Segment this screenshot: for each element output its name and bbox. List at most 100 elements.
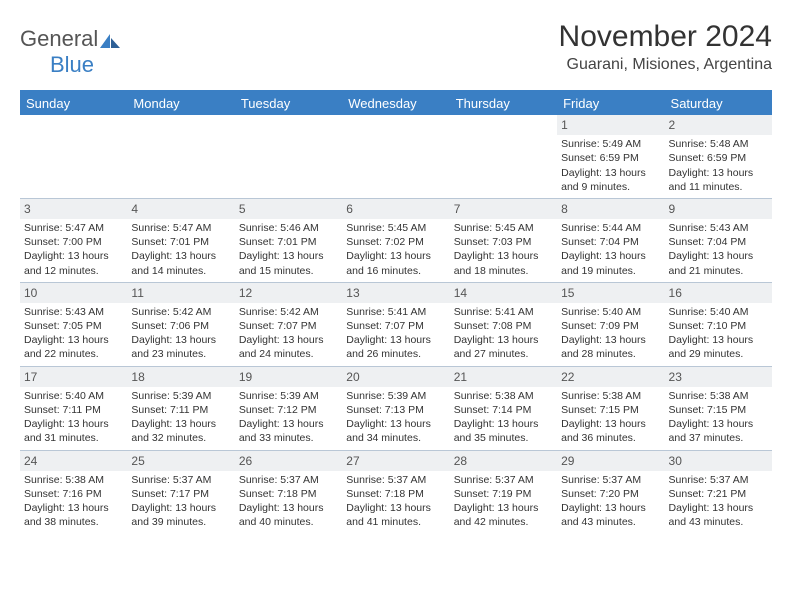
sunrise-text: Sunrise: 5:43 AM: [669, 221, 768, 235]
daylight-text: Daylight: 13 hours and 38 minutes.: [24, 501, 123, 529]
calendar-cell: 29Sunrise: 5:37 AMSunset: 7:20 PMDayligh…: [557, 450, 664, 533]
month-title: November 2024: [559, 20, 772, 54]
logo-text-general: General: [20, 26, 98, 51]
sunrise-text: Sunrise: 5:38 AM: [561, 389, 660, 403]
sunset-text: Sunset: 7:15 PM: [561, 403, 660, 417]
sunset-text: Sunset: 7:17 PM: [131, 487, 230, 501]
day-details: Sunrise: 5:47 AMSunset: 7:01 PMDaylight:…: [127, 221, 234, 278]
day-details: Sunrise: 5:42 AMSunset: 7:06 PMDaylight:…: [127, 305, 234, 362]
calendar-cell: 4Sunrise: 5:47 AMSunset: 7:01 PMDaylight…: [127, 198, 234, 282]
daylight-text: Daylight: 13 hours and 28 minutes.: [561, 333, 660, 361]
daylight-text: Daylight: 13 hours and 40 minutes.: [239, 501, 338, 529]
sunrise-text: Sunrise: 5:49 AM: [561, 137, 660, 151]
day-details: Sunrise: 5:37 AMSunset: 7:21 PMDaylight:…: [665, 473, 772, 530]
daylight-text: Daylight: 13 hours and 43 minutes.: [669, 501, 768, 529]
day-number: 22: [557, 367, 664, 387]
sunrise-text: Sunrise: 5:42 AM: [131, 305, 230, 319]
day-details: Sunrise: 5:37 AMSunset: 7:18 PMDaylight:…: [342, 473, 449, 530]
day-number: 15: [557, 283, 664, 303]
day-details: Sunrise: 5:43 AMSunset: 7:04 PMDaylight:…: [665, 221, 772, 278]
day-details: Sunrise: 5:43 AMSunset: 7:05 PMDaylight:…: [20, 305, 127, 362]
calendar-cell: 11Sunrise: 5:42 AMSunset: 7:06 PMDayligh…: [127, 282, 234, 366]
sunrise-text: Sunrise: 5:39 AM: [239, 389, 338, 403]
daylight-text: Daylight: 13 hours and 41 minutes.: [346, 501, 445, 529]
sunrise-text: Sunrise: 5:48 AM: [669, 137, 768, 151]
calendar-cell: 22Sunrise: 5:38 AMSunset: 7:15 PMDayligh…: [557, 366, 664, 450]
sunrise-text: Sunrise: 5:37 AM: [669, 473, 768, 487]
daylight-text: Daylight: 13 hours and 12 minutes.: [24, 249, 123, 277]
calendar-cell: [235, 115, 342, 198]
sunrise-text: Sunrise: 5:37 AM: [454, 473, 553, 487]
sunset-text: Sunset: 7:18 PM: [239, 487, 338, 501]
sunrise-text: Sunrise: 5:38 AM: [669, 389, 768, 403]
weekday-header: Tuesday: [235, 91, 342, 115]
daylight-text: Daylight: 13 hours and 32 minutes.: [131, 417, 230, 445]
day-number: 27: [342, 451, 449, 471]
day-number: 7: [450, 199, 557, 219]
sunrise-text: Sunrise: 5:40 AM: [669, 305, 768, 319]
sunset-text: Sunset: 7:18 PM: [346, 487, 445, 501]
daylight-text: Daylight: 13 hours and 29 minutes.: [669, 333, 768, 361]
location-subtitle: Guarani, Misiones, Argentina: [559, 56, 772, 74]
day-details: Sunrise: 5:37 AMSunset: 7:18 PMDaylight:…: [235, 473, 342, 530]
day-number: 29: [557, 451, 664, 471]
day-details: Sunrise: 5:47 AMSunset: 7:00 PMDaylight:…: [20, 221, 127, 278]
weekday-header: Monday: [127, 91, 234, 115]
weekday-header: Saturday: [665, 91, 772, 115]
daylight-text: Daylight: 13 hours and 11 minutes.: [669, 166, 768, 194]
calendar-cell: 8Sunrise: 5:44 AMSunset: 7:04 PMDaylight…: [557, 198, 664, 282]
sunset-text: Sunset: 7:06 PM: [131, 319, 230, 333]
day-number: 10: [20, 283, 127, 303]
sunset-text: Sunset: 7:20 PM: [561, 487, 660, 501]
calendar-cell: 19Sunrise: 5:39 AMSunset: 7:12 PMDayligh…: [235, 366, 342, 450]
weekday-header: Thursday: [450, 91, 557, 115]
day-details: Sunrise: 5:48 AMSunset: 6:59 PMDaylight:…: [665, 137, 772, 194]
daylight-text: Daylight: 13 hours and 24 minutes.: [239, 333, 338, 361]
day-details: Sunrise: 5:39 AMSunset: 7:12 PMDaylight:…: [235, 389, 342, 446]
sunset-text: Sunset: 7:12 PM: [239, 403, 338, 417]
sunrise-text: Sunrise: 5:42 AM: [239, 305, 338, 319]
calendar-week-row: 17Sunrise: 5:40 AMSunset: 7:11 PMDayligh…: [20, 366, 772, 450]
day-number: 23: [665, 367, 772, 387]
day-number: 14: [450, 283, 557, 303]
day-number: 5: [235, 199, 342, 219]
daylight-text: Daylight: 13 hours and 34 minutes.: [346, 417, 445, 445]
daylight-text: Daylight: 13 hours and 14 minutes.: [131, 249, 230, 277]
calendar-cell: [450, 115, 557, 198]
daylight-text: Daylight: 13 hours and 35 minutes.: [454, 417, 553, 445]
day-number: 25: [127, 451, 234, 471]
daylight-text: Daylight: 13 hours and 21 minutes.: [669, 249, 768, 277]
day-details: Sunrise: 5:41 AMSunset: 7:08 PMDaylight:…: [450, 305, 557, 362]
day-number: 19: [235, 367, 342, 387]
daylight-text: Daylight: 13 hours and 26 minutes.: [346, 333, 445, 361]
calendar-cell: 6Sunrise: 5:45 AMSunset: 7:02 PMDaylight…: [342, 198, 449, 282]
sunrise-text: Sunrise: 5:39 AM: [131, 389, 230, 403]
sunset-text: Sunset: 7:15 PM: [669, 403, 768, 417]
sunrise-text: Sunrise: 5:47 AM: [131, 221, 230, 235]
sunrise-text: Sunrise: 5:37 AM: [346, 473, 445, 487]
day-details: Sunrise: 5:45 AMSunset: 7:03 PMDaylight:…: [450, 221, 557, 278]
day-number: 3: [20, 199, 127, 219]
daylight-text: Daylight: 13 hours and 16 minutes.: [346, 249, 445, 277]
sunrise-text: Sunrise: 5:41 AM: [454, 305, 553, 319]
daylight-text: Daylight: 13 hours and 39 minutes.: [131, 501, 230, 529]
sunrise-text: Sunrise: 5:45 AM: [454, 221, 553, 235]
sunset-text: Sunset: 7:03 PM: [454, 235, 553, 249]
day-number: 21: [450, 367, 557, 387]
daylight-text: Daylight: 13 hours and 37 minutes.: [669, 417, 768, 445]
daylight-text: Daylight: 13 hours and 33 minutes.: [239, 417, 338, 445]
sunrise-text: Sunrise: 5:39 AM: [346, 389, 445, 403]
day-number: 6: [342, 199, 449, 219]
day-details: Sunrise: 5:46 AMSunset: 7:01 PMDaylight:…: [235, 221, 342, 278]
day-number: 13: [342, 283, 449, 303]
calendar-cell: 26Sunrise: 5:37 AMSunset: 7:18 PMDayligh…: [235, 450, 342, 533]
calendar-cell: [20, 115, 127, 198]
daylight-text: Daylight: 13 hours and 31 minutes.: [24, 417, 123, 445]
day-number: 11: [127, 283, 234, 303]
calendar-cell: 3Sunrise: 5:47 AMSunset: 7:00 PMDaylight…: [20, 198, 127, 282]
day-number: 1: [557, 115, 664, 135]
sunset-text: Sunset: 7:02 PM: [346, 235, 445, 249]
calendar-cell: 14Sunrise: 5:41 AMSunset: 7:08 PMDayligh…: [450, 282, 557, 366]
day-number: 24: [20, 451, 127, 471]
sunrise-text: Sunrise: 5:46 AM: [239, 221, 338, 235]
